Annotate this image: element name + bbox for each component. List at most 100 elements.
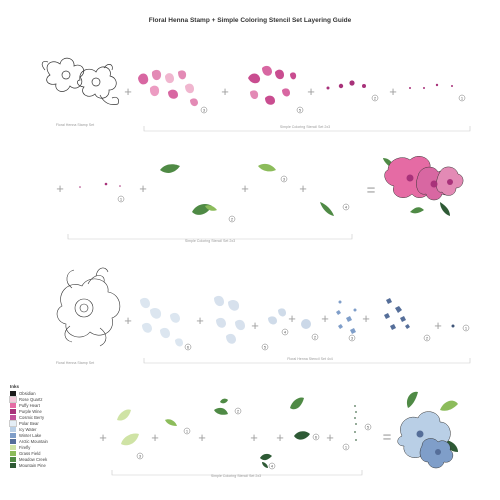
svg-text:2: 2 bbox=[237, 409, 240, 414]
legend-item: Firefly bbox=[10, 444, 80, 450]
legend-label: Purple Wine bbox=[19, 408, 42, 414]
row1-stamp-caption: Floral Henna Stamp Set bbox=[56, 123, 94, 127]
plus-icon: + bbox=[99, 430, 107, 445]
row1-stencil-caption: Simple Coloring Stencil Set 2x3 bbox=[280, 125, 330, 129]
equals-icon: = bbox=[383, 429, 392, 446]
equals-icon: = bbox=[367, 182, 376, 199]
svg-text:5: 5 bbox=[367, 425, 370, 430]
page-title: Floral Henna Stamp + Simple Coloring Ste… bbox=[148, 17, 352, 24]
plus-icon: + bbox=[139, 181, 147, 196]
plus-icon: + bbox=[241, 181, 249, 196]
row2-step-3: 3 bbox=[280, 175, 288, 183]
svg-text:2: 2 bbox=[314, 335, 317, 340]
legend-label: Polar Bear bbox=[19, 420, 39, 426]
row2-result-image bbox=[383, 156, 464, 216]
legend-label: Arctic Mountain bbox=[19, 438, 48, 444]
svg-text:6: 6 bbox=[315, 435, 318, 440]
row3-stencil-caption: Floral Henna Stencil Set 4x4 bbox=[287, 357, 333, 361]
svg-text:6: 6 bbox=[187, 345, 190, 350]
row1-stencil-2-image bbox=[248, 65, 297, 105]
svg-text:1: 1 bbox=[186, 429, 189, 434]
row4-step-6: 5 bbox=[364, 423, 372, 431]
ink-legend: Inks Obsidian Rose Quartz Puffy Heart Purpl… bbox=[9, 384, 80, 468]
svg-text:2: 2 bbox=[426, 336, 429, 341]
plus-icon: + bbox=[196, 313, 204, 328]
plus-icon: + bbox=[326, 430, 334, 445]
row2-stencil-1-image bbox=[79, 182, 121, 188]
row3-step-7: 1 bbox=[462, 324, 470, 332]
svg-text:4: 4 bbox=[345, 205, 348, 210]
plus-icon: + bbox=[307, 84, 315, 99]
legend-item: Rose Quartz bbox=[9, 395, 80, 403]
legend-label: Obsidian bbox=[19, 390, 36, 396]
color-swatch bbox=[9, 419, 17, 427]
row4-bracket bbox=[111, 470, 363, 476]
legend-label: Icy Water bbox=[19, 426, 37, 432]
plus-icon: + bbox=[321, 311, 329, 326]
row1-step-2: 5 bbox=[296, 106, 304, 114]
svg-text:2: 2 bbox=[231, 217, 234, 222]
row1-step-3: 2 bbox=[371, 94, 379, 102]
svg-text:2: 2 bbox=[374, 96, 377, 101]
plus-icon: + bbox=[250, 430, 258, 445]
color-swatch bbox=[10, 402, 16, 408]
row2-step-4: 4 bbox=[342, 203, 350, 211]
color-swatch bbox=[10, 426, 16, 432]
plus-icon: + bbox=[276, 430, 284, 445]
svg-text:1: 1 bbox=[345, 445, 348, 450]
legend-item: Polar Bear bbox=[9, 419, 80, 427]
row2-stencil-2-image bbox=[160, 164, 217, 215]
svg-text:3: 3 bbox=[283, 177, 286, 182]
svg-text:4: 4 bbox=[271, 464, 274, 469]
color-swatch bbox=[10, 444, 16, 450]
svg-text:5: 5 bbox=[299, 108, 302, 113]
plus-icon: + bbox=[56, 181, 64, 196]
color-swatch bbox=[10, 414, 16, 420]
legend-item: Winter Lake bbox=[10, 432, 80, 438]
legend-label: Rose Quartz bbox=[19, 396, 43, 402]
legend-label: Meadow Creek bbox=[19, 456, 48, 462]
row4-step-3: 2 bbox=[234, 407, 242, 415]
row4-stencil-3-image bbox=[214, 398, 228, 415]
plus-icon: + bbox=[299, 181, 307, 196]
row2-bracket bbox=[67, 234, 353, 240]
legend-label: Winter Lake bbox=[19, 432, 42, 438]
color-swatch bbox=[10, 438, 16, 444]
color-swatch bbox=[9, 395, 17, 403]
row1-stencil-1-image bbox=[138, 69, 198, 107]
legend-label: Grass Field bbox=[19, 450, 41, 456]
row4-stencil-5-image bbox=[290, 397, 310, 440]
plus-icon: + bbox=[198, 430, 206, 445]
color-swatch bbox=[10, 408, 16, 414]
plus-icon: + bbox=[124, 84, 132, 99]
plus-icon: + bbox=[124, 313, 132, 328]
legend-label: Puffy Heart bbox=[19, 402, 40, 408]
row2-stencil-caption: Simple Coloring Stencil Set 2x3 bbox=[185, 239, 235, 243]
row1-stencil-4-image bbox=[409, 83, 453, 89]
row3-step-4: 2 bbox=[311, 333, 319, 341]
legend-item: Puffy Heart bbox=[10, 402, 80, 408]
plus-icon: + bbox=[362, 311, 370, 326]
row3-stencil-5-image bbox=[336, 300, 357, 334]
row4-stencil-caption: Simple Coloring Stencil Set 2x3 bbox=[211, 474, 261, 478]
plus-icon: + bbox=[434, 318, 442, 333]
plus-icon: + bbox=[221, 84, 229, 99]
legend-item: Meadow Creek bbox=[10, 456, 80, 462]
row4-stencil-1-image bbox=[117, 409, 139, 446]
svg-text:4: 4 bbox=[284, 330, 287, 335]
row3-step-1: 6 bbox=[184, 343, 192, 351]
row3-stencil-7-image bbox=[451, 324, 455, 328]
svg-text:1: 1 bbox=[461, 96, 464, 101]
row1-bracket bbox=[143, 126, 471, 132]
row1-stamp-image bbox=[41, 57, 119, 105]
plus-icon: + bbox=[389, 84, 397, 99]
svg-text:5: 5 bbox=[264, 345, 267, 350]
row3-stamp-caption: Floral Henna Stamp Set bbox=[56, 361, 94, 365]
svg-text:3: 3 bbox=[351, 336, 354, 341]
legend-items: Obsidian Rose Quartz Puffy Heart Purple Win… bbox=[9, 390, 80, 468]
row3-step-6: 2 bbox=[423, 334, 431, 342]
svg-text:1: 1 bbox=[465, 326, 468, 331]
row3-stencil-1-image bbox=[140, 297, 183, 347]
